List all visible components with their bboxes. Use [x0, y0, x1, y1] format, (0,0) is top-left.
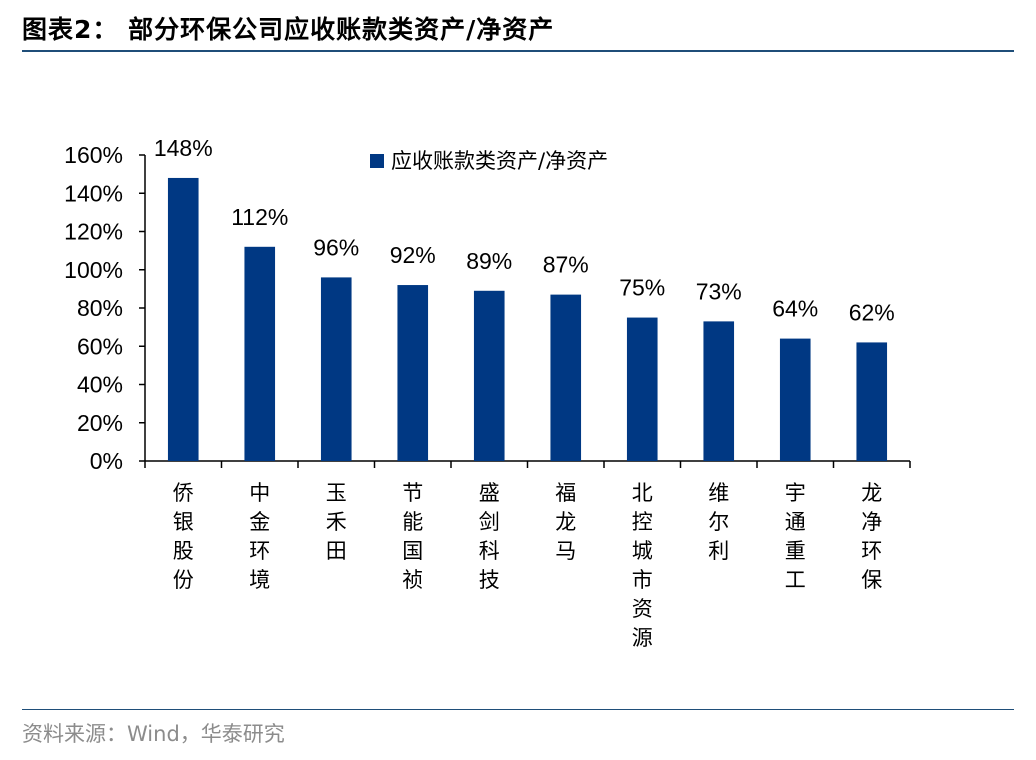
category-label: 福龙马	[555, 481, 576, 563]
y-tick-label: 20%	[77, 410, 123, 436]
y-tick-label: 0%	[90, 448, 123, 474]
data-label: 62%	[849, 299, 895, 325]
bar-series	[167, 177, 888, 461]
y-tick-label: 80%	[77, 295, 123, 321]
y-tick-label: 120%	[64, 219, 123, 245]
category-label: 维尔利	[708, 481, 729, 563]
bar	[550, 294, 582, 461]
category-label: 节能国祯	[402, 481, 423, 592]
data-label: 75%	[619, 275, 665, 301]
data-label: 87%	[543, 252, 589, 278]
data-label: 112%	[231, 204, 288, 230]
y-axis-ticks: 0% 20% 40% 60% 80% 100% 120% 140% 160%	[64, 142, 145, 474]
category-label: 中金环境	[249, 481, 270, 592]
data-label: 89%	[466, 248, 512, 274]
category-label: 侨银股份	[173, 481, 194, 592]
data-label: 92%	[390, 242, 436, 268]
bar	[167, 177, 199, 461]
category-label: 盛剑科技	[479, 481, 500, 592]
legend: 应收账款类资产/净资产	[370, 149, 608, 173]
category-label: 宇通重工	[785, 481, 806, 592]
source-divider	[22, 709, 1014, 710]
data-labels: 148% 112% 96% 92% 89% 87% 75% 73% 64% 62%	[154, 135, 895, 325]
y-tick-label: 60%	[77, 333, 123, 359]
y-tick-label: 100%	[64, 257, 123, 283]
source-note: 资料来源：Wind，华泰研究	[22, 722, 285, 746]
bar	[626, 317, 658, 461]
bar	[779, 338, 811, 461]
bar	[703, 321, 735, 461]
bar-chart: 0% 20% 40% 60% 80% 100% 120% 140% 160% 148% 112% 9…	[64, 135, 911, 650]
data-label: 148%	[154, 135, 213, 161]
data-label: 96%	[313, 234, 359, 260]
legend-label: 应收账款类资产/净资产	[391, 149, 608, 173]
category-label: 北控城市资源	[632, 481, 653, 650]
title-divider	[22, 50, 1014, 52]
data-label: 64%	[772, 296, 818, 322]
category-labels: 侨银股份 中金环境 玉禾田 节能国祯 盛剑科技 福龙马 北控城市资源 维尔利 宇通重工 龙净环保	[173, 481, 883, 650]
category-label: 玉禾田	[326, 481, 347, 563]
bar	[320, 277, 352, 461]
bar	[856, 342, 888, 461]
chart-title: 图表2： 部分环保公司应收账款类资产/净资产	[22, 15, 555, 44]
category-label: 龙净环保	[861, 481, 882, 592]
legend-swatch	[370, 154, 384, 168]
bar	[397, 285, 429, 461]
y-tick-label: 140%	[64, 180, 123, 206]
y-tick-label: 160%	[64, 142, 123, 168]
data-label: 73%	[696, 278, 742, 304]
y-tick-label: 40%	[77, 372, 123, 398]
bar	[473, 290, 505, 461]
bar	[244, 246, 276, 461]
